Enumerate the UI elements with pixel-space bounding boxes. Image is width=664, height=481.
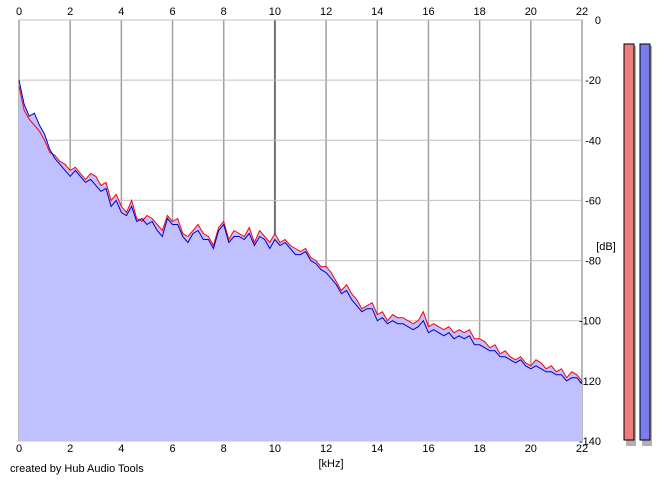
x-tick-label-bottom: 22 <box>576 443 588 455</box>
x-tick-label-top: 22 <box>576 6 588 18</box>
y-tick-label: -60 <box>585 195 601 207</box>
x-tick-label-bottom: 10 <box>269 443 281 455</box>
x-tick-label-top: 4 <box>118 6 124 18</box>
y-axis-label: [dB] <box>596 241 616 253</box>
x-axis-label: [kHz] <box>318 458 343 470</box>
series-line-red <box>18 86 583 382</box>
x-tick-labels-bottom: 0 2 4 6 8 10 12 14 16 18 20 22 <box>16 443 588 455</box>
x-tick-label-bottom: 16 <box>422 443 434 455</box>
series-group <box>18 79 583 385</box>
x-tick-label-top: 6 <box>169 6 175 18</box>
x-tick-label-bottom: 18 <box>474 443 486 455</box>
y-tick-label: 0 <box>595 15 601 27</box>
y-tick-label: -20 <box>585 75 601 87</box>
x-tick-label-top: 12 <box>320 6 332 18</box>
right-channel-meter <box>639 43 651 441</box>
y-tick-label: -120 <box>579 376 601 388</box>
left-channel-meter <box>623 43 635 441</box>
x-tick-label-bottom: 8 <box>221 443 227 455</box>
x-tick-label-bottom: 14 <box>371 443 383 455</box>
y-tick-label: -100 <box>579 316 601 328</box>
x-tick-label-top: 20 <box>525 6 537 18</box>
series-line-blue <box>18 79 583 385</box>
x-tick-label-top: 2 <box>67 6 73 18</box>
x-tick-label-top: 10 <box>269 6 281 18</box>
x-tick-labels-top: 0 2 4 6 8 10 12 14 16 18 20 22 <box>16 6 588 18</box>
x-tick-label-top: 0 <box>16 6 22 18</box>
x-tick-label-top: 18 <box>474 6 486 18</box>
credit-text: created by Hub Audio Tools <box>10 463 144 475</box>
y-tick-label: -80 <box>585 256 601 268</box>
y-tick-labels: 0 -20 -40 -60 -80 -100 -120 -140 <box>579 15 601 448</box>
x-tick-label-bottom: 2 <box>67 443 73 455</box>
x-tick-label-top: 16 <box>422 6 434 18</box>
x-tick-label-top: 14 <box>371 6 383 18</box>
x-tick-label-top: 8 <box>221 6 227 18</box>
x-tick-label-bottom: 0 <box>16 443 22 455</box>
x-tick-label-bottom: 6 <box>169 443 175 455</box>
level-meters <box>623 43 652 446</box>
y-tick-label: -140 <box>579 436 601 448</box>
x-tick-label-bottom: 4 <box>118 443 124 455</box>
x-tick-label-bottom: 20 <box>525 443 537 455</box>
spectrum-area-fill <box>19 80 582 441</box>
x-tick-label-bottom: 12 <box>320 443 332 455</box>
y-tick-label: -40 <box>585 135 601 147</box>
